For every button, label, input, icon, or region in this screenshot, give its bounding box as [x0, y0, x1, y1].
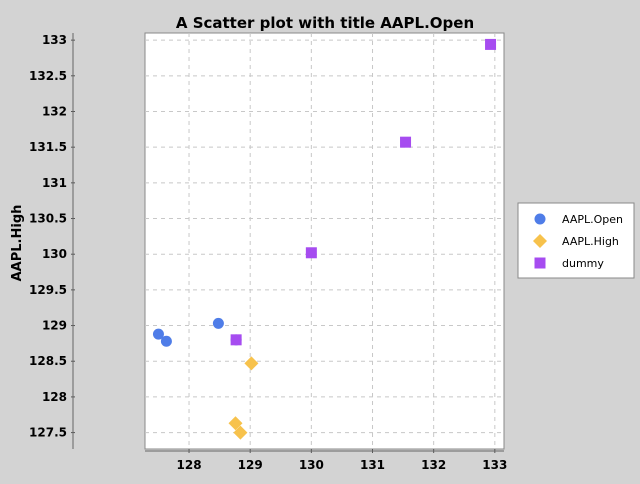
x-tick-label: 132: [421, 458, 446, 472]
series-dummy: [230, 38, 497, 346]
y-tick-label: 132.5: [29, 69, 67, 83]
data-point: [400, 136, 412, 148]
plot-area: [144, 32, 505, 450]
y-tick-label: 129.5: [29, 283, 67, 297]
y-tick-label: 132: [42, 104, 67, 118]
data-point: [485, 38, 497, 50]
x-tick-label: 130: [299, 458, 324, 472]
y-tick-label: 130: [42, 247, 67, 261]
legend-marker: [534, 257, 546, 269]
legend-marker: [534, 213, 546, 225]
legend: AAPL.Open AAPL.High dummy: [517, 202, 635, 279]
series-aapl-high: [228, 356, 259, 440]
data-point: [305, 247, 317, 259]
y-tick-label: 127.5: [29, 426, 67, 440]
data-point: [230, 334, 242, 346]
data-point: [152, 328, 164, 340]
legend-label: AAPL.Open: [562, 213, 623, 226]
data-point: [228, 416, 243, 431]
x-tick-label: 129: [238, 458, 263, 472]
legend-label: dummy: [562, 257, 604, 270]
data-point: [233, 425, 248, 440]
x-tick-label: 133: [482, 458, 507, 472]
y-tick-label: 128.5: [29, 354, 67, 368]
chart-title: A Scatter plot with title AAPL.Open: [176, 14, 474, 32]
y-tick-label: 130.5: [29, 212, 67, 226]
y-tick-label: 131.5: [29, 140, 67, 154]
y-axis-label: AAPL.High: [10, 205, 25, 282]
y-tick-label: 128: [42, 390, 67, 404]
axes: 128 129 130 131 132 133 127.5 128 128.5 129 129.5 1…: [29, 33, 507, 472]
x-tick-label: 128: [177, 458, 202, 472]
x-tick-label: 131: [360, 458, 385, 472]
y-tick-label: 133: [42, 33, 67, 47]
data-point: [212, 317, 224, 329]
y-tick-label: 129: [42, 319, 67, 333]
y-tick-label: 131: [42, 176, 67, 190]
data-point: [244, 356, 259, 371]
legend-label: AAPL.High: [562, 235, 619, 248]
data-points: [152, 38, 497, 440]
legend-marker: [533, 234, 547, 248]
data-point: [160, 335, 172, 347]
grid-lines: [145, 33, 504, 449]
